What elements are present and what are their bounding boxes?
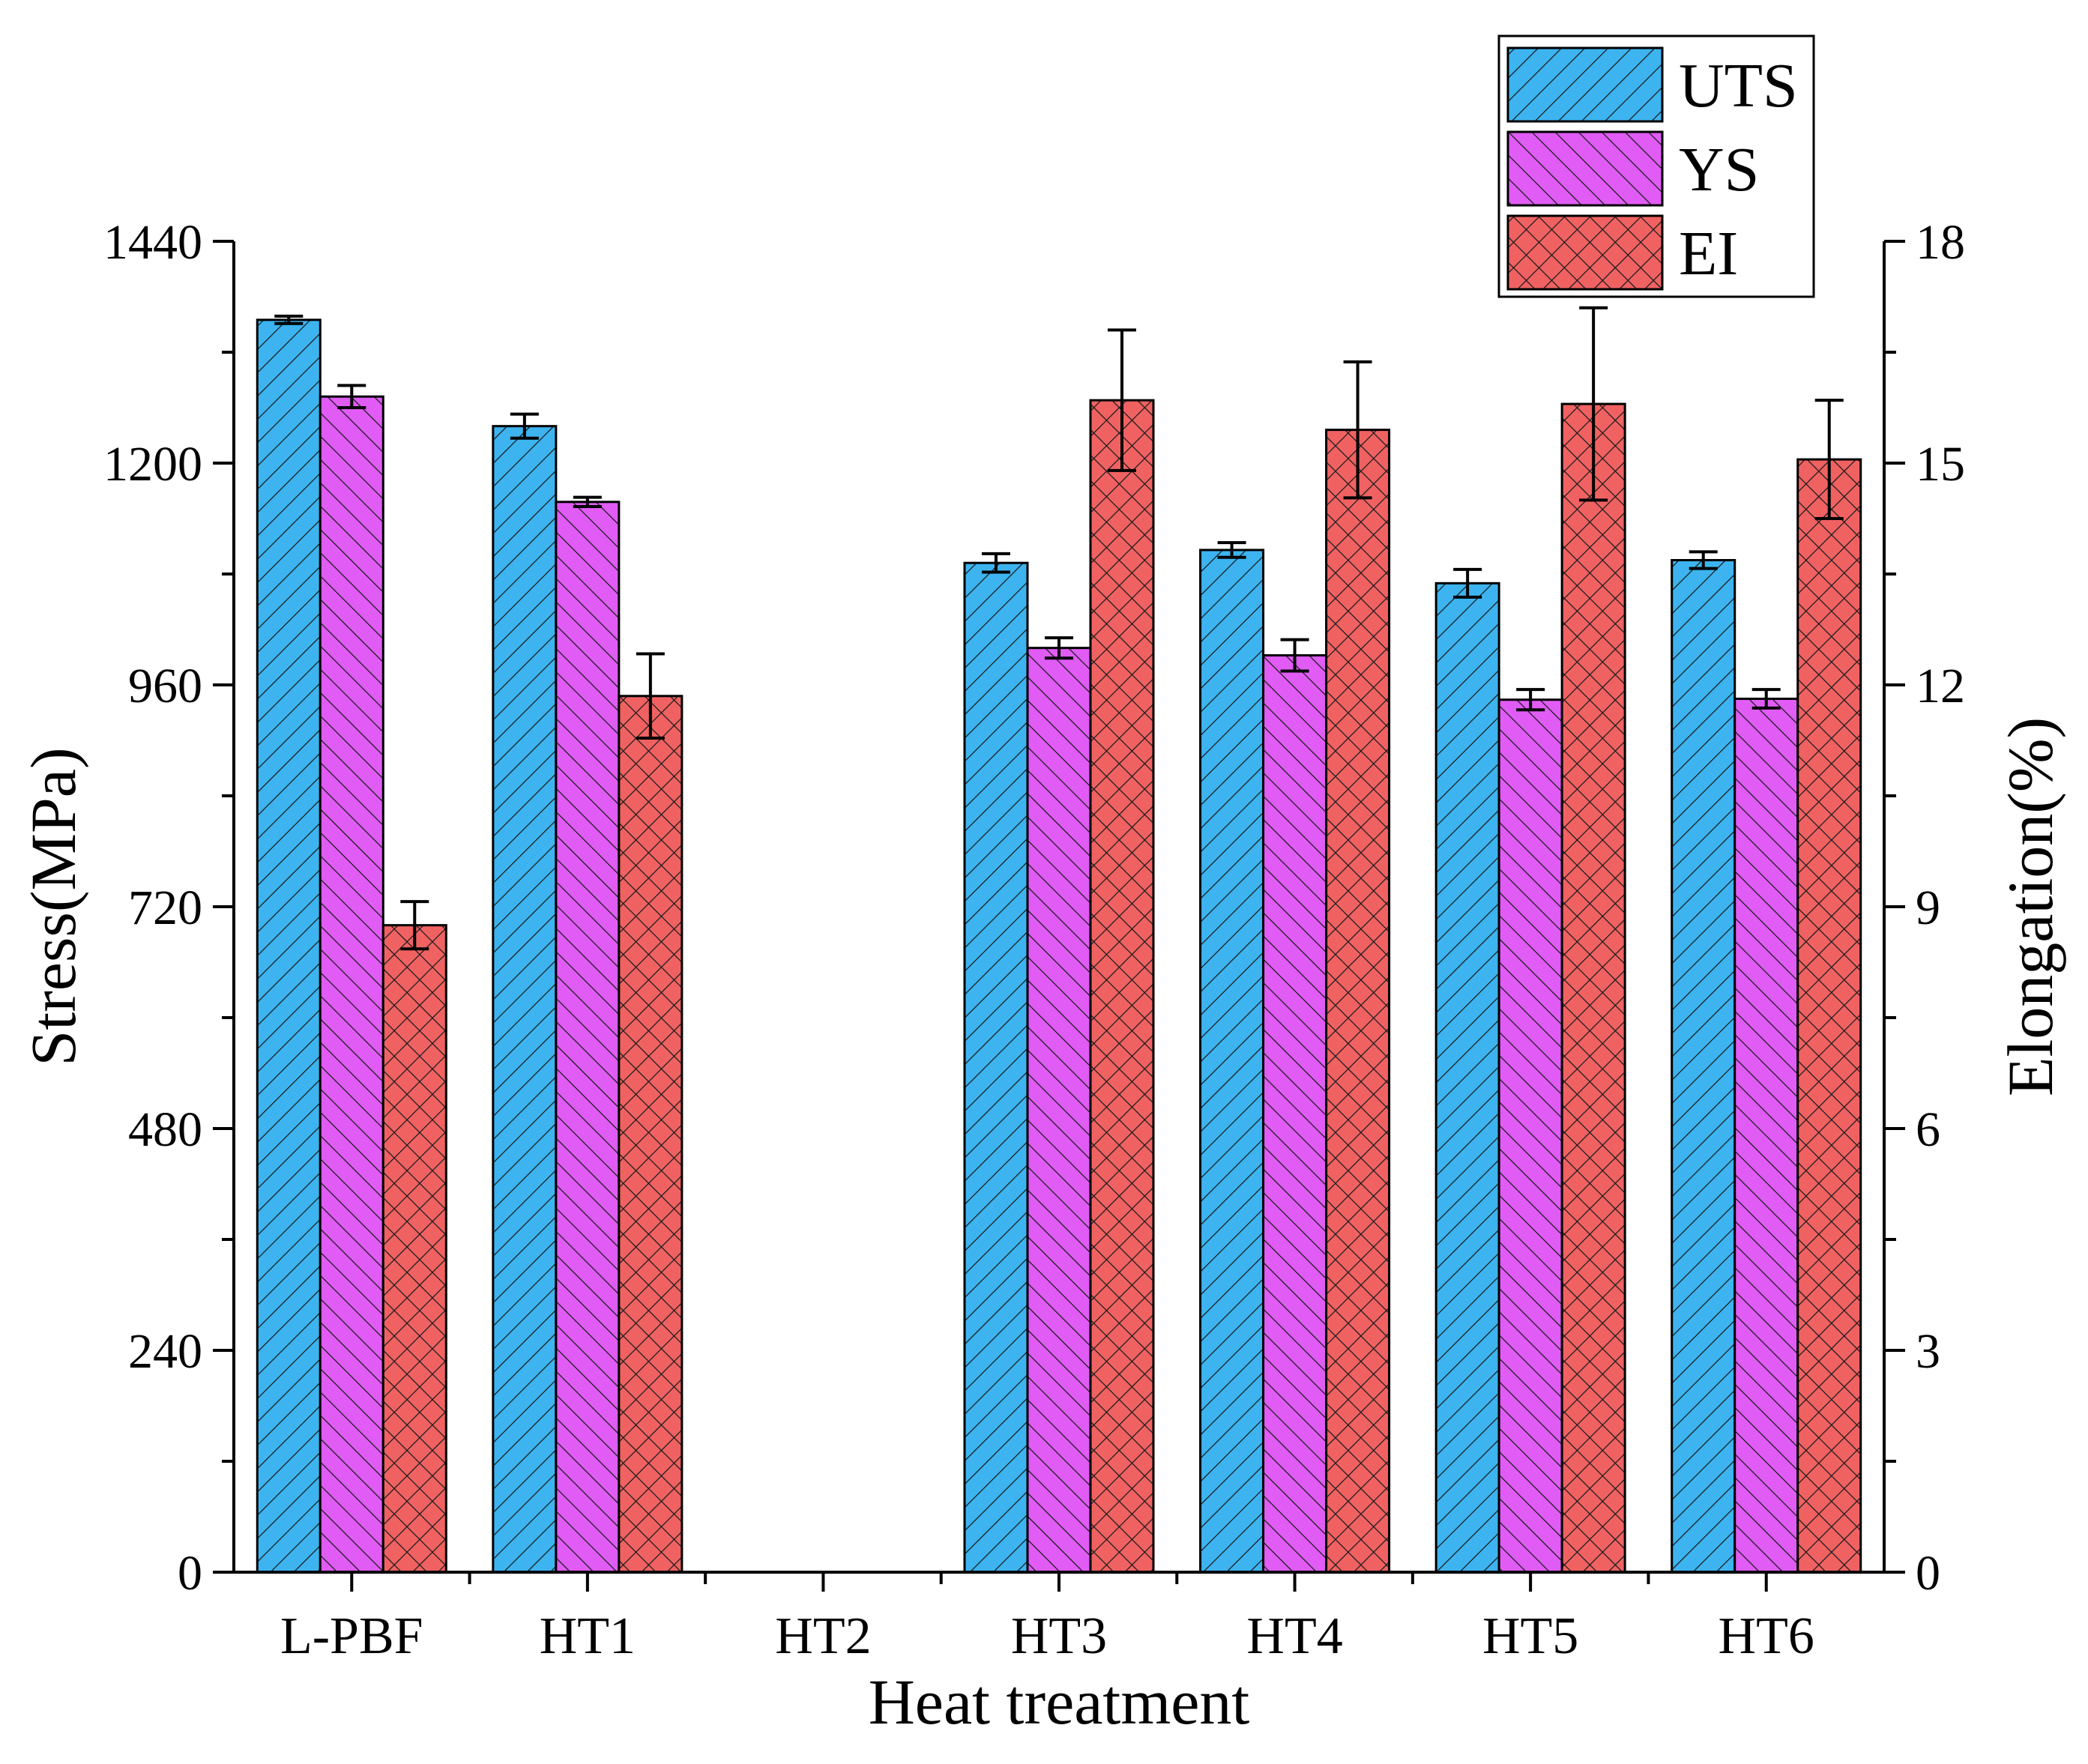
error-bar-ys-ht1	[573, 495, 602, 508]
legend-swatch	[1506, 130, 1664, 207]
x-tick-label: L-PBF	[280, 1607, 423, 1665]
bar-uts-ht1	[492, 425, 558, 1574]
bar-ei-l-pbf	[381, 924, 447, 1574]
right-tick-label: 12	[1916, 659, 1965, 713]
error-bar-uts-ht1	[510, 412, 539, 440]
bar-ei-ht1	[618, 695, 684, 1574]
error-bar-uts-ht6	[1689, 550, 1718, 570]
left-tick-label: 0	[178, 1546, 202, 1601]
bar-ei-ht4	[1325, 429, 1391, 1574]
bar-ei-ht3	[1089, 399, 1155, 1574]
error-bar-ei-ht1	[636, 652, 665, 740]
right-tick-label: 18	[1916, 215, 1965, 270]
error-bar-ei-ht5	[1579, 306, 1608, 502]
legend-swatch	[1506, 46, 1664, 123]
right-tick-label: 3	[1916, 1324, 1940, 1379]
bar-uts-ht6	[1671, 559, 1737, 1574]
bar-ys-ht3	[1026, 647, 1092, 1574]
bar-ys-ht4	[1262, 654, 1328, 1574]
error-bar-ys-ht3	[1045, 636, 1073, 660]
bar-uts-ht4	[1199, 549, 1265, 1574]
legend-label: EI	[1679, 219, 1738, 289]
bar-uts-l-pbf	[256, 318, 322, 1574]
error-bar-ys-ht5	[1516, 688, 1545, 712]
error-bar-uts-l-pbf	[274, 314, 304, 325]
right-tick-label: 6	[1916, 1102, 1940, 1157]
legend-item-ei: EI	[1506, 214, 1738, 291]
x-tick-label: HT3	[1011, 1607, 1107, 1665]
error-bar-ys-ht6	[1751, 688, 1781, 710]
left-tick-label: 1200	[103, 437, 202, 492]
x-tick-label: HT2	[775, 1607, 871, 1665]
error-bar-ei-l-pbf	[400, 900, 429, 951]
error-bar-ei-ht3	[1108, 328, 1136, 472]
error-bar-ei-ht6	[1814, 399, 1844, 520]
right-tick-label: 15	[1916, 437, 1965, 492]
legend: UTS YS EI	[1497, 34, 1815, 298]
bar-ys-l-pbf	[319, 395, 384, 1574]
legend-swatch	[1506, 214, 1664, 291]
legend-item-uts: UTS	[1506, 46, 1798, 123]
error-bar-ys-l-pbf	[337, 384, 366, 409]
bar-ys-ht1	[555, 501, 621, 1574]
error-bar-ei-ht4	[1343, 360, 1372, 500]
x-tick-label: HT1	[540, 1607, 636, 1665]
bar-uts-ht5	[1434, 582, 1500, 1574]
error-bars-layer	[274, 306, 1844, 951]
error-bar-uts-ht3	[982, 552, 1010, 574]
error-bar-uts-ht5	[1453, 567, 1482, 599]
right-tick-label: 0	[1916, 1546, 1940, 1601]
legend-label: UTS	[1679, 51, 1798, 121]
bar-uts-ht3	[963, 561, 1029, 1574]
x-tick-label: HT6	[1719, 1607, 1814, 1665]
left-tick-label: 480	[128, 1102, 202, 1157]
error-bar-uts-ht4	[1217, 541, 1246, 559]
right-y-axis-title: Elongation(%)	[1994, 717, 2066, 1096]
legend-label: YS	[1679, 135, 1759, 205]
bars-layer	[256, 318, 1862, 1574]
ticks-layer: 0 240 480 720 960 1200 1440 0 3 6 9 12 15 18 L-PBF HT1 H…	[103, 215, 1965, 1665]
bar-ei-ht5	[1560, 402, 1626, 1574]
left-tick-label: 720	[128, 881, 202, 935]
left-tick-label: 240	[128, 1324, 202, 1379]
error-bar-ys-ht4	[1280, 638, 1309, 673]
left-tick-label: 960	[128, 659, 202, 713]
legend-item-ys: YS	[1506, 130, 1759, 207]
right-tick-label: 9	[1916, 881, 1940, 935]
bar-ys-ht6	[1734, 698, 1799, 1574]
left-y-axis-title: Stress(MPa)	[17, 747, 89, 1066]
x-tick-label: HT4	[1246, 1607, 1342, 1665]
x-axis-title: Heat treatment	[869, 1666, 1250, 1738]
bar-ei-ht6	[1796, 458, 1862, 1574]
left-tick-label: 1440	[103, 215, 202, 270]
x-tick-label: HT5	[1482, 1607, 1578, 1665]
bar-ys-ht5	[1497, 698, 1563, 1574]
